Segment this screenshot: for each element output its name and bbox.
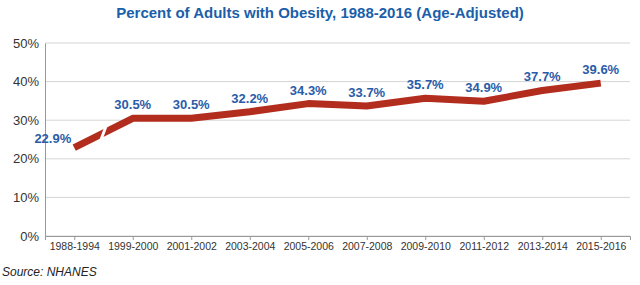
data-labels: 22.9% 30.5% 30.5% 32.2% 34.3% 33.7% 35.7% 34.9%… <box>34 62 619 145</box>
plot-area <box>74 83 601 147</box>
x-tick-mark <box>191 236 192 240</box>
y-tick-label: 30% <box>13 113 39 128</box>
x-tick-label: 2007-2008 <box>342 240 392 252</box>
data-label: 37.7% <box>524 69 561 84</box>
x-tick-label: 2015-2016 <box>576 240 626 252</box>
x-tick-label: 2001-2002 <box>167 240 217 252</box>
y-tick-label: 0% <box>20 229 39 244</box>
source-note: Source: NHANES <box>2 265 97 279</box>
x-tick-label: 2011-2012 <box>460 240 510 252</box>
x-tick: 2005-2006 <box>284 236 334 252</box>
grid-line <box>45 43 630 44</box>
x-tick: 2013-2014 <box>518 236 568 252</box>
y-tick: 10% <box>13 190 45 205</box>
x-tick-mark <box>250 236 251 240</box>
x-tick-mark <box>367 236 368 240</box>
data-label: 22.9% <box>34 131 71 146</box>
x-tick-label: 1988-1994 <box>50 240 100 252</box>
annotations: Source: NHANES <box>2 265 97 279</box>
x-tick-mark <box>484 236 485 240</box>
x-tick-label: 2005-2006 <box>284 240 334 252</box>
y-tick: 20% <box>13 151 45 166</box>
x-tick-mark <box>133 236 134 240</box>
grid-line <box>45 197 630 198</box>
data-label: 34.9% <box>465 80 502 95</box>
x-tick-mark <box>425 236 426 240</box>
x-tick-label: 1999-2000 <box>108 240 158 252</box>
y-tick: 0% <box>20 229 45 244</box>
x-tick-label: 2009-2010 <box>401 240 451 252</box>
x-tick: 2001-2002 <box>167 236 217 252</box>
x-tick: 1999-2000 <box>108 236 158 252</box>
data-label: 39.6% <box>582 62 619 77</box>
x-tick-mark <box>601 236 602 240</box>
chart-title: Percent of Adults with Obesity, 1988-201… <box>116 4 524 21</box>
data-line <box>74 83 601 147</box>
data-label: 35.7% <box>407 77 444 92</box>
chart: Percent of Adults with Obesity, 1988-201… <box>0 0 640 285</box>
y-tick-label: 20% <box>13 151 39 166</box>
x-tick: 2011-2012 <box>460 236 510 252</box>
data-label: 30.5% <box>114 97 151 112</box>
x-tick-label: 2003-2004 <box>225 240 275 252</box>
x-tick-mark <box>308 236 309 240</box>
y-tick: 30% <box>13 113 45 128</box>
y-tick: 50% <box>13 36 45 51</box>
x-tick: 2009-2010 <box>401 236 451 252</box>
x-tick-mark <box>74 236 75 240</box>
grid-line <box>45 158 630 159</box>
break-mark <box>101 125 107 141</box>
x-tick: 2015-2016 <box>576 236 626 252</box>
data-label: 30.5% <box>173 97 210 112</box>
x-tick: 1988-1994 <box>50 236 100 252</box>
data-label: 33.7% <box>348 85 385 100</box>
data-label: 34.3% <box>290 83 327 98</box>
x-tick: 2007-2008 <box>342 236 392 252</box>
y-tick-label: 40% <box>13 74 39 89</box>
data-label: 32.2% <box>231 91 268 106</box>
x-tick: 2003-2004 <box>225 236 275 252</box>
x-tick-mark <box>542 236 543 240</box>
y-tick-label: 50% <box>13 36 39 51</box>
x-axis: 1988-1994 1999-2000 2001-2002 2003-2004 2005… <box>46 236 631 252</box>
y-tick: 40% <box>13 74 45 89</box>
grid <box>45 43 630 236</box>
y-tick-label: 10% <box>13 190 39 205</box>
x-tick-label: 2013-2014 <box>518 240 568 252</box>
